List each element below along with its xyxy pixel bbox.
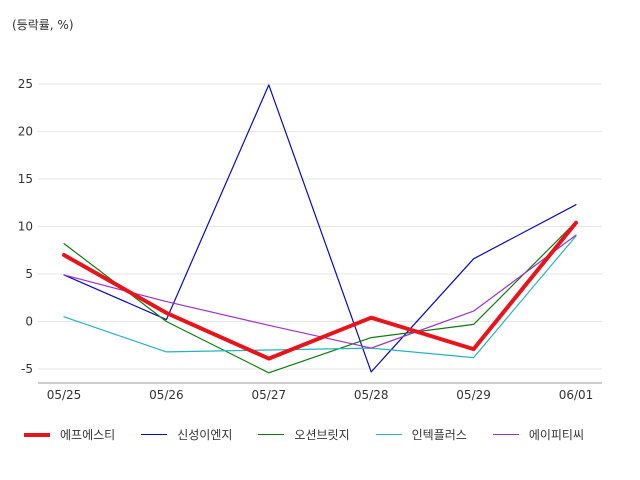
series-line-1: [62, 220, 578, 361]
series-line-5: [63, 234, 577, 349]
legend-label: 에이피티씨: [528, 428, 585, 442]
x-tick-label: 05/27: [252, 388, 287, 402]
unit-label: (등락률, %): [12, 18, 74, 32]
legend-swatch: [492, 434, 519, 435]
y-tick-label: 25: [18, 77, 33, 91]
legend-swatch: [24, 432, 50, 437]
x-tick-label: 06/01: [559, 388, 594, 402]
series-line-2: [63, 84, 577, 373]
series-line-3: [63, 221, 577, 374]
y-tick-label: 20: [18, 125, 33, 139]
legend-swatch: [258, 434, 285, 435]
x-tick-label: 05/26: [149, 388, 184, 402]
x-tick-label: 05/25: [47, 388, 82, 402]
y-tick-label: 10: [18, 220, 33, 234]
legend-swatch: [375, 434, 402, 435]
x-tick-label: 05/29: [456, 388, 491, 402]
series-line-4: [63, 235, 577, 359]
series-layer: [62, 84, 578, 374]
legend-item-5: 에이피티씨: [492, 426, 585, 443]
legend-label: 에프에스티: [60, 428, 116, 442]
x-axis-ticks: 05/25 05/26 05/27 05/28 05/29 06/01: [47, 388, 594, 402]
y-tick-label: 5: [25, 267, 33, 281]
legend: 에프에스티 신성이엔지 오션브릿지 인텍플러스 에이피티씨: [24, 426, 610, 443]
legend-item-4: 인텍플러스: [375, 426, 467, 443]
grid-lines: [38, 83, 602, 370]
legend-label: 오션브릿지: [294, 428, 350, 442]
legend-item-2: 신성이엔지: [141, 426, 232, 443]
x-tick-label: 05/28: [354, 388, 389, 402]
legend-item-3: 오션브릿지: [258, 426, 350, 443]
legend-item-1: 에프에스티: [24, 426, 115, 443]
y-tick-label: 15: [18, 172, 33, 186]
legend-swatch: [141, 434, 168, 435]
y-tick-label: 0: [25, 315, 33, 329]
y-axis-ticks: -5 0 5 10 15 20 25: [18, 77, 33, 376]
legend-label: 인텍플러스: [411, 428, 467, 442]
y-tick-label: -5: [21, 362, 33, 376]
legend-label: 신성이엔지: [177, 428, 233, 442]
